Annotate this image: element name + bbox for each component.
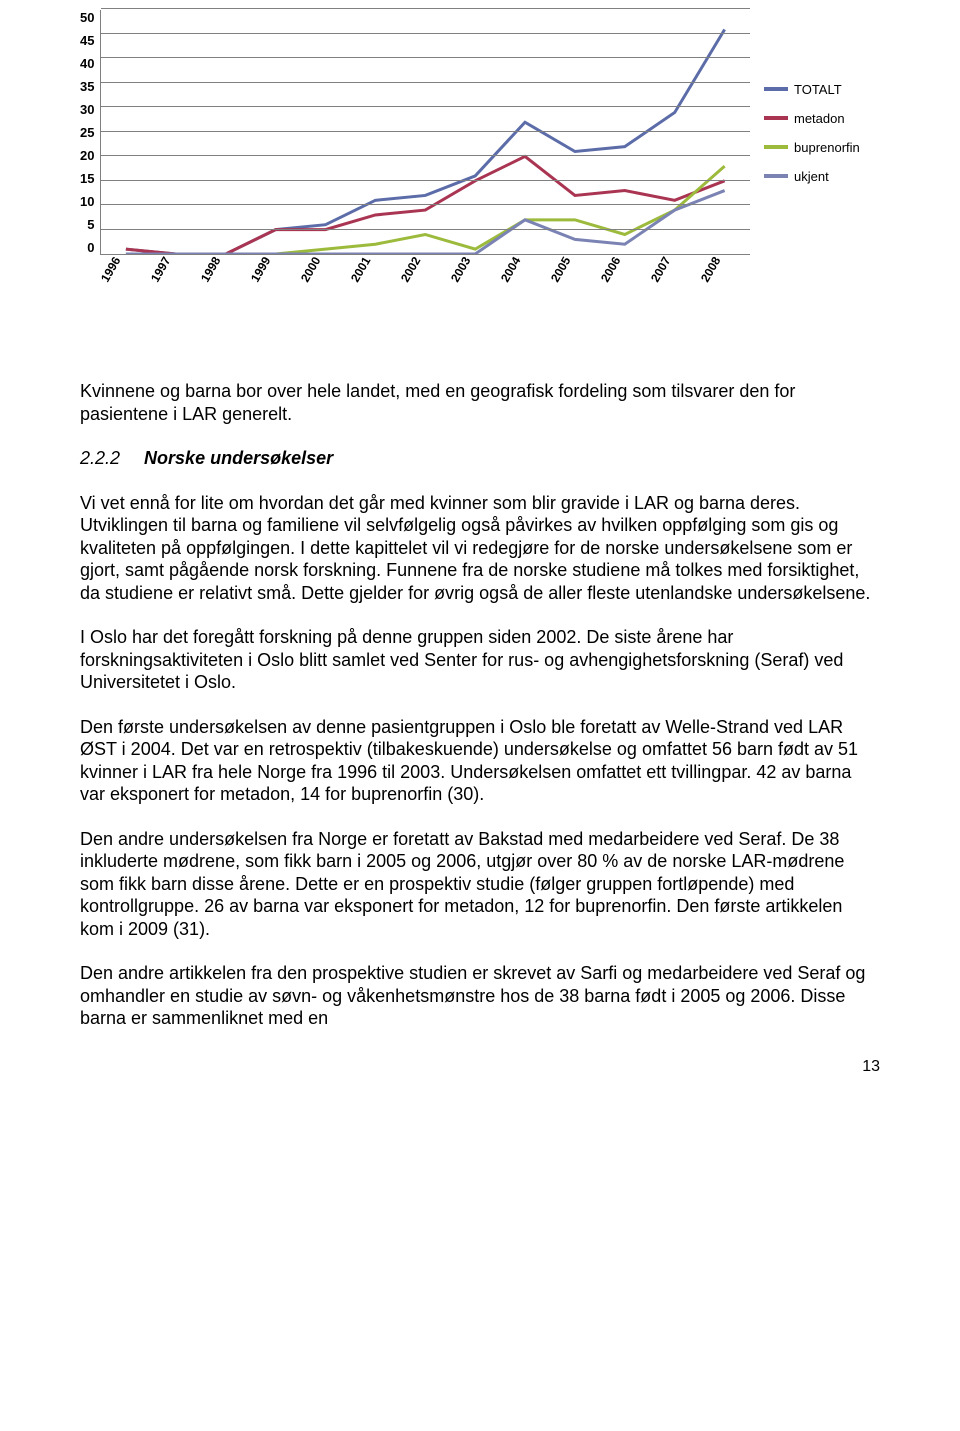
y-tick: 35 — [80, 79, 94, 94]
y-tick: 10 — [80, 194, 94, 209]
legend-item: buprenorfin — [764, 140, 880, 155]
legend-swatch — [764, 145, 788, 149]
document-body: Kvinnene og barna bor over hele landet, … — [80, 380, 880, 1030]
y-tick: 25 — [80, 125, 94, 140]
legend-label: metadon — [794, 111, 845, 126]
line-chart: 50 45 40 35 30 25 20 15 10 5 0 199619971… — [80, 10, 880, 330]
y-tick: 45 — [80, 33, 94, 48]
legend-item: ukjent — [764, 169, 880, 184]
legend-label: TOTALT — [794, 82, 842, 97]
legend-label: buprenorfin — [794, 140, 860, 155]
y-tick: 0 — [87, 240, 94, 255]
section-title: Norske undersøkelser — [144, 448, 333, 468]
y-tick: 30 — [80, 102, 94, 117]
paragraph: Den første undersøkelsen av denne pasien… — [80, 716, 880, 806]
y-tick: 5 — [87, 217, 94, 232]
y-tick: 20 — [80, 148, 94, 163]
section-number: 2.2.2 — [80, 448, 120, 468]
paragraph: Den andre artikkelen fra den prospektive… — [80, 962, 880, 1030]
y-tick: 15 — [80, 171, 94, 186]
section-heading: 2.2.2 Norske undersøkelser — [80, 447, 880, 470]
legend-swatch — [764, 174, 788, 178]
x-axis: 1996199719981999200020012002200320042005… — [100, 259, 750, 314]
paragraph: Den andre undersøkelsen fra Norge er for… — [80, 828, 880, 941]
paragraph: Vi vet ennå for lite om hvordan det går … — [80, 492, 880, 605]
paragraph: I Oslo har det foregått forskning på den… — [80, 626, 880, 694]
legend-item: metadon — [764, 111, 880, 126]
plot-area — [100, 10, 750, 255]
chart-legend: TOTALT metadon buprenorfin ukjent — [750, 10, 880, 255]
paragraph: Kvinnene og barna bor over hele landet, … — [80, 380, 880, 425]
legend-swatch — [764, 87, 788, 91]
legend-label: ukjent — [794, 169, 829, 184]
y-tick: 40 — [80, 56, 94, 71]
y-tick: 50 — [80, 10, 94, 25]
legend-item: TOTALT — [764, 82, 880, 97]
chart-lines — [101, 10, 750, 254]
legend-swatch — [764, 116, 788, 120]
page-number: 13 — [80, 1058, 880, 1076]
y-axis: 50 45 40 35 30 25 20 15 10 5 0 — [80, 10, 100, 255]
